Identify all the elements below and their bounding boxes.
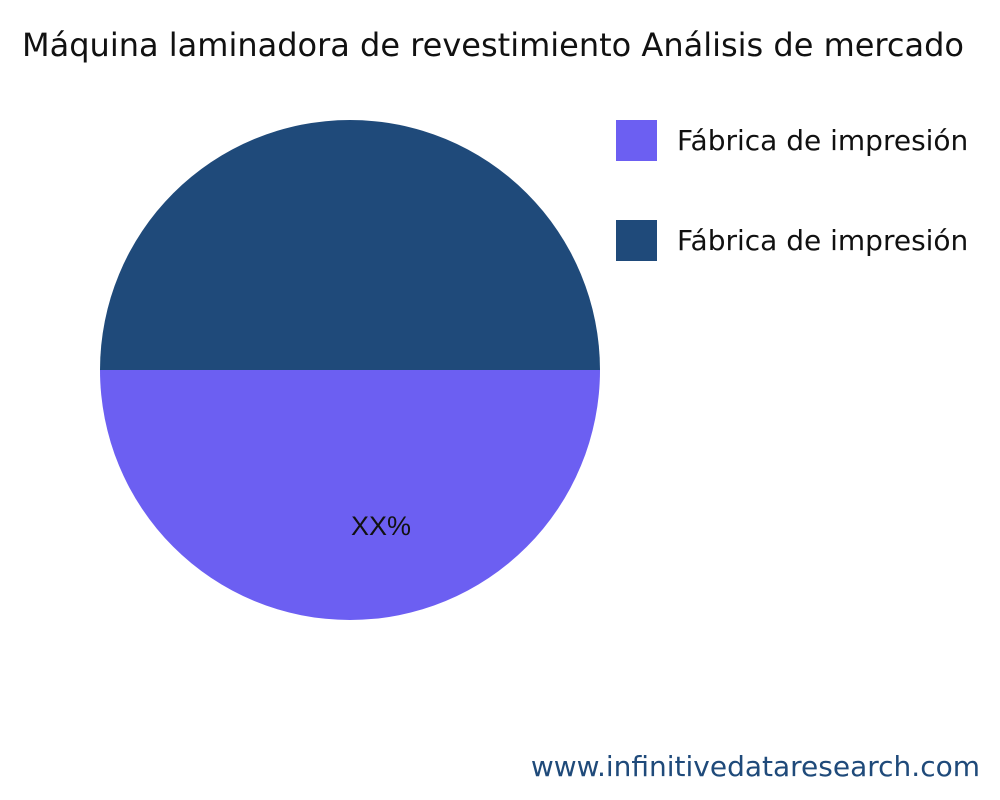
legend-item: Fábrica de impresión [616,220,968,261]
watermark: www.infinitivedataresearch.com [530,750,980,783]
legend-swatch [616,220,657,261]
legend-swatch [616,120,657,161]
chart-title: Máquina laminadora de revestimiento Anál… [22,26,964,64]
legend-label: Fábrica de impresión [677,124,969,157]
pie-slice [100,120,600,370]
legend-label: Fábrica de impresión [677,224,969,257]
legend-item: Fábrica de impresión [616,120,968,161]
pie-slice [100,370,600,620]
slice-label: XX% [351,511,411,541]
